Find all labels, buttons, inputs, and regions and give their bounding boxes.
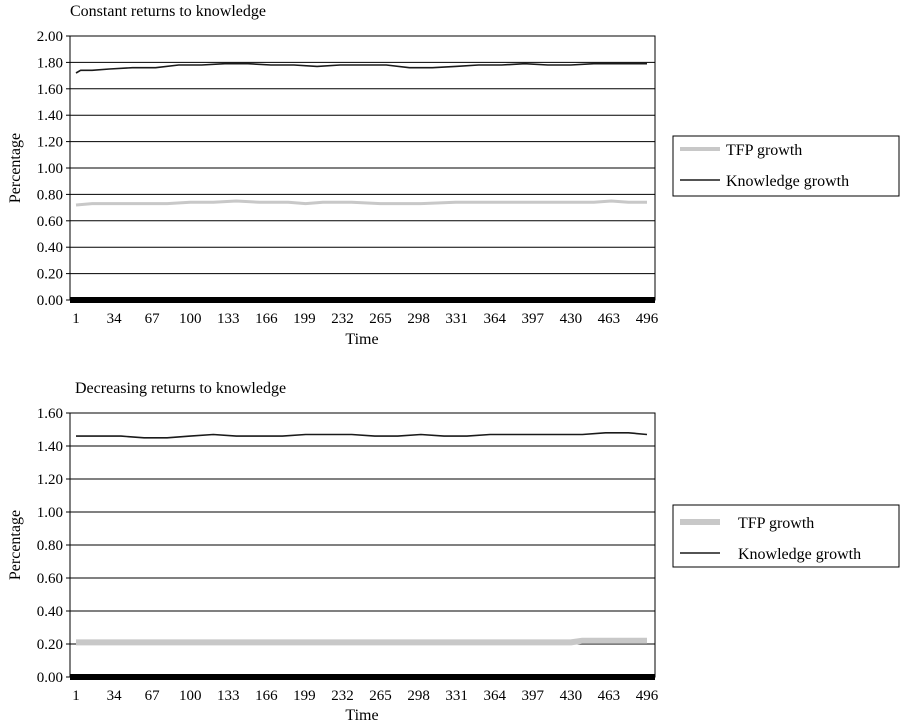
legend-label-tfp: TFP growth	[738, 515, 814, 532]
y-tick-label: 1.60	[37, 406, 63, 422]
x-tick-label: 298	[407, 688, 430, 704]
y-axis-label: Percentage	[7, 510, 24, 580]
series-line-knowledge-growth	[76, 432, 648, 439]
x-tick-label: 133	[217, 688, 240, 704]
x-tick-label: 298	[407, 311, 430, 327]
x-tick-label: 133	[217, 311, 240, 327]
y-tick-label: 1.60	[37, 82, 63, 98]
y-tick-labels: 0.00 0.20 0.40 0.60 0.80 1.00 1.20 1.40 1.60	[37, 406, 63, 686]
x-tick-label: 166	[255, 688, 278, 704]
x-tick-label: 397	[522, 311, 545, 327]
legend: TFP growth Knowledge growth	[672, 504, 900, 568]
x-tick-label: 265	[369, 688, 392, 704]
y-tick-label: 0.60	[37, 571, 63, 587]
x-tick-label: 397	[522, 688, 545, 704]
x-axis-label: Time	[345, 707, 378, 724]
legend-box	[672, 135, 900, 197]
legend-label-knowledge: Knowledge growth	[726, 173, 849, 190]
x-tick-label: 199	[293, 311, 316, 327]
x-tick-label: 67	[145, 688, 161, 704]
x-tick-label: 232	[331, 311, 354, 327]
chart-decreasing-returns: Decreasing returns to knowledge 0.00 0.20…	[7, 380, 900, 724]
x-tick-label: 430	[560, 311, 583, 327]
x-tick-label: 496	[636, 688, 659, 704]
series-line-tfp-growth	[75, 199, 647, 207]
x-tick-label: 166	[255, 311, 278, 327]
y-tick-label: 1.40	[37, 108, 63, 124]
y-tick-label: 0.20	[37, 637, 63, 653]
chart-title: Constant returns to knowledge	[70, 3, 266, 20]
y-tick-label: 1.80	[37, 55, 63, 71]
x-tick-label: 1	[72, 688, 80, 704]
x-tick-label: 1	[72, 311, 80, 327]
y-axis-label: Percentage	[7, 133, 24, 203]
y-tick-label: 2.00	[37, 29, 63, 45]
plot-area	[69, 412, 656, 678]
y-tick-label: 0.40	[37, 604, 63, 620]
x-tick-label: 265	[369, 311, 392, 327]
x-tick-label: 331	[445, 311, 468, 327]
x-tick-labels: 1 34 67 100 133 166 199 232 265 298 331 364 397 430 46…	[72, 311, 659, 327]
y-tick-label: 1.20	[37, 472, 63, 488]
legend-label-tfp: TFP growth	[726, 142, 802, 159]
x-tick-label: 34	[107, 311, 123, 327]
y-tick-label: 1.20	[37, 135, 63, 151]
y-tick-label: 0.80	[37, 187, 63, 203]
y-tick-label: 0.40	[37, 240, 63, 256]
y-tick-label: 0.80	[37, 538, 63, 554]
x-tick-label: 463	[598, 688, 621, 704]
series-line-knowledge-growth	[75, 62, 647, 74]
x-tick-label: 100	[179, 311, 202, 327]
x-tick-label: 232	[331, 688, 354, 704]
grid-lines	[66, 35, 655, 303]
x-tick-label: 67	[145, 311, 161, 327]
y-tick-label: 1.00	[37, 161, 63, 177]
y-tick-labels: 0.00 0.20 0.40 0.60 0.80 1.00 1.20 1.40 1.60 1.80…	[37, 29, 63, 309]
x-tick-label: 364	[483, 688, 506, 704]
x-tick-label: 199	[293, 688, 316, 704]
x-tick-label: 100	[179, 688, 202, 704]
series-lines	[75, 62, 647, 207]
x-tick-label: 430	[560, 688, 583, 704]
plot-area	[69, 35, 656, 301]
y-tick-label: 1.00	[37, 505, 63, 521]
series-lines	[76, 432, 648, 646]
x-tick-label: 463	[598, 311, 621, 327]
y-tick-label: 0.60	[37, 214, 63, 230]
x-axis-label: Time	[345, 331, 378, 348]
y-tick-label: 1.40	[37, 439, 63, 455]
x-tick-labels: 1 34 67 100 133 166 199 232 265 298 331 364 397 430 46…	[72, 688, 659, 704]
x-tick-label: 364	[483, 311, 506, 327]
series-line-tfp-growth	[76, 637, 647, 646]
legend-label-knowledge: Knowledge growth	[738, 546, 861, 563]
chart-constant-returns: Constant returns to knowledge 0.000.200.…	[7, 3, 900, 348]
x-tick-label: 331	[445, 688, 468, 704]
y-tick-label: 0.00	[37, 670, 63, 686]
legend: TFP growth Knowledge growth	[672, 135, 900, 197]
legend-box	[672, 504, 900, 568]
x-tick-label: 34	[107, 688, 123, 704]
grid-lines	[66, 412, 655, 680]
x-tick-label: 496	[636, 311, 659, 327]
y-tick-label: 0.20	[37, 267, 63, 283]
y-tick-label: 0.00	[37, 293, 63, 309]
chart-title: Decreasing returns to knowledge	[75, 380, 286, 397]
